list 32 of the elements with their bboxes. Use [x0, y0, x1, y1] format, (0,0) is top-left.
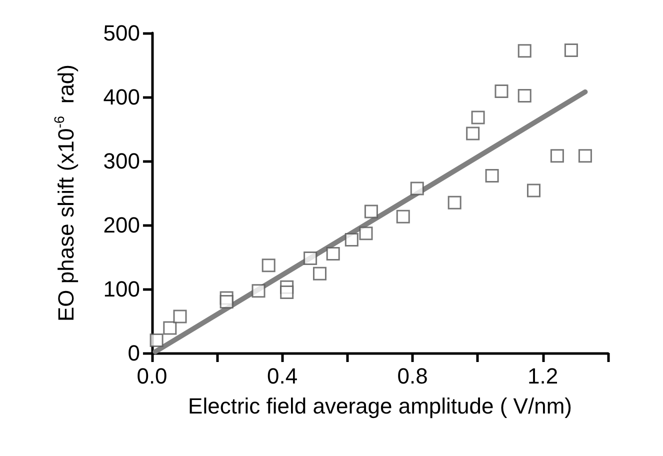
y-tick-label: 300: [103, 148, 140, 174]
point: [466, 126, 480, 140]
point: [578, 149, 592, 163]
y-tick-label: 100: [103, 276, 140, 302]
point: [262, 258, 276, 272]
x-tick-label: 0.8: [397, 364, 428, 388]
point: [252, 284, 266, 298]
point: [364, 204, 378, 218]
point: [410, 182, 424, 196]
point: [220, 295, 234, 309]
y-tick-label: 0: [128, 340, 140, 366]
point: [304, 252, 318, 266]
x-tick-label: 0.4: [266, 364, 298, 388]
point: [344, 232, 358, 246]
point: [471, 110, 485, 124]
x-tick-label: 0.0: [136, 364, 168, 388]
point: [550, 149, 564, 163]
x-axis-title: Electric field average amplitude ( V/nm): [188, 394, 572, 418]
point: [359, 226, 373, 240]
point: [163, 321, 177, 335]
point: [280, 285, 294, 299]
y-tick-label: 200: [103, 212, 140, 238]
y-tick-label: 400: [103, 84, 140, 110]
point: [396, 210, 410, 224]
point: [518, 44, 532, 58]
point: [173, 310, 187, 324]
point: [448, 196, 462, 210]
point: [150, 333, 164, 347]
x-tick-label: 1.2: [528, 364, 558, 388]
y-tick-label: 500: [103, 20, 140, 46]
point: [326, 247, 340, 261]
y-axis-title: EO phase shift (x10-6 rad): [51, 64, 78, 322]
